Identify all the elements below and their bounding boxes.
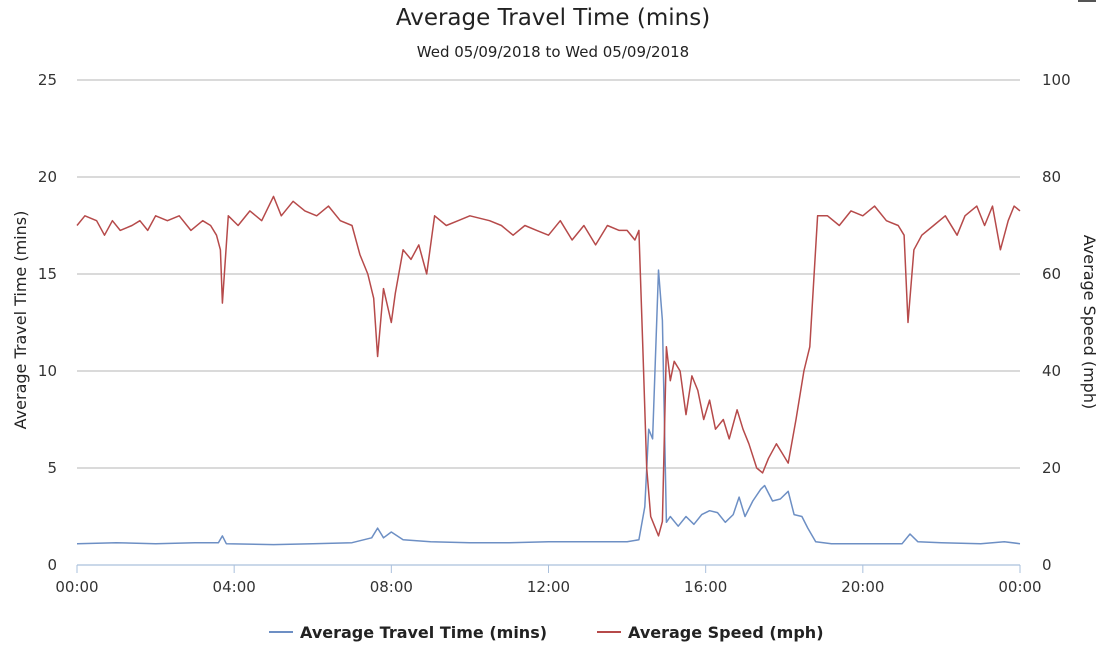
legend-label: Average Travel Time (mins) [300,623,547,642]
left-tick-label: 10 [38,362,57,380]
gridlines [77,79,1020,566]
right-tick-label: 20 [1042,459,1061,477]
x-tick-label: 16:00 [684,578,727,596]
right-tick-label: 100 [1042,71,1071,89]
travel-time-series-line [76,269,1021,546]
right-axis-label: Average Speed (mph) [1080,235,1099,409]
corner-mark [1078,0,1096,2]
right-tick-label: 0 [1042,556,1052,574]
axis-ticks: 0 0 5 20 10 40 15 60 20 80 25 100 00:00 04:00 08:00 12:… [38,71,1071,596]
series-lines [76,195,1021,546]
legend[interactable]: Average Travel Time (mins) Average Speed … [269,623,824,642]
x-tick-label: 20:00 [841,578,884,596]
left-tick-label: 0 [47,556,57,574]
legend-label: Average Speed (mph) [628,623,824,642]
chart-title: Average Travel Time (mins) [396,5,710,31]
legend-travel-time[interactable]: Average Travel Time (mins) [269,623,547,642]
x-tick-label: 08:00 [370,578,413,596]
speed-series-line [76,195,1021,537]
left-tick-label: 20 [38,168,57,186]
x-tick-label: 04:00 [213,578,256,596]
x-tick-label: 00:00 [55,578,98,596]
right-tick-label: 40 [1042,362,1061,380]
x-tick-label: 00:00 [998,578,1041,596]
left-tick-label: 5 [47,459,57,477]
right-tick-label: 80 [1042,168,1061,186]
left-tick-label: 25 [38,71,57,89]
legend-speed[interactable]: Average Speed (mph) [597,623,824,642]
left-axis-label: Average Travel Time (mins) [11,211,30,430]
chart-subtitle: Wed 05/09/2018 to Wed 05/09/2018 [417,43,689,61]
right-tick-label: 60 [1042,265,1061,283]
left-tick-label: 15 [38,265,57,283]
x-tick-label: 12:00 [527,578,570,596]
